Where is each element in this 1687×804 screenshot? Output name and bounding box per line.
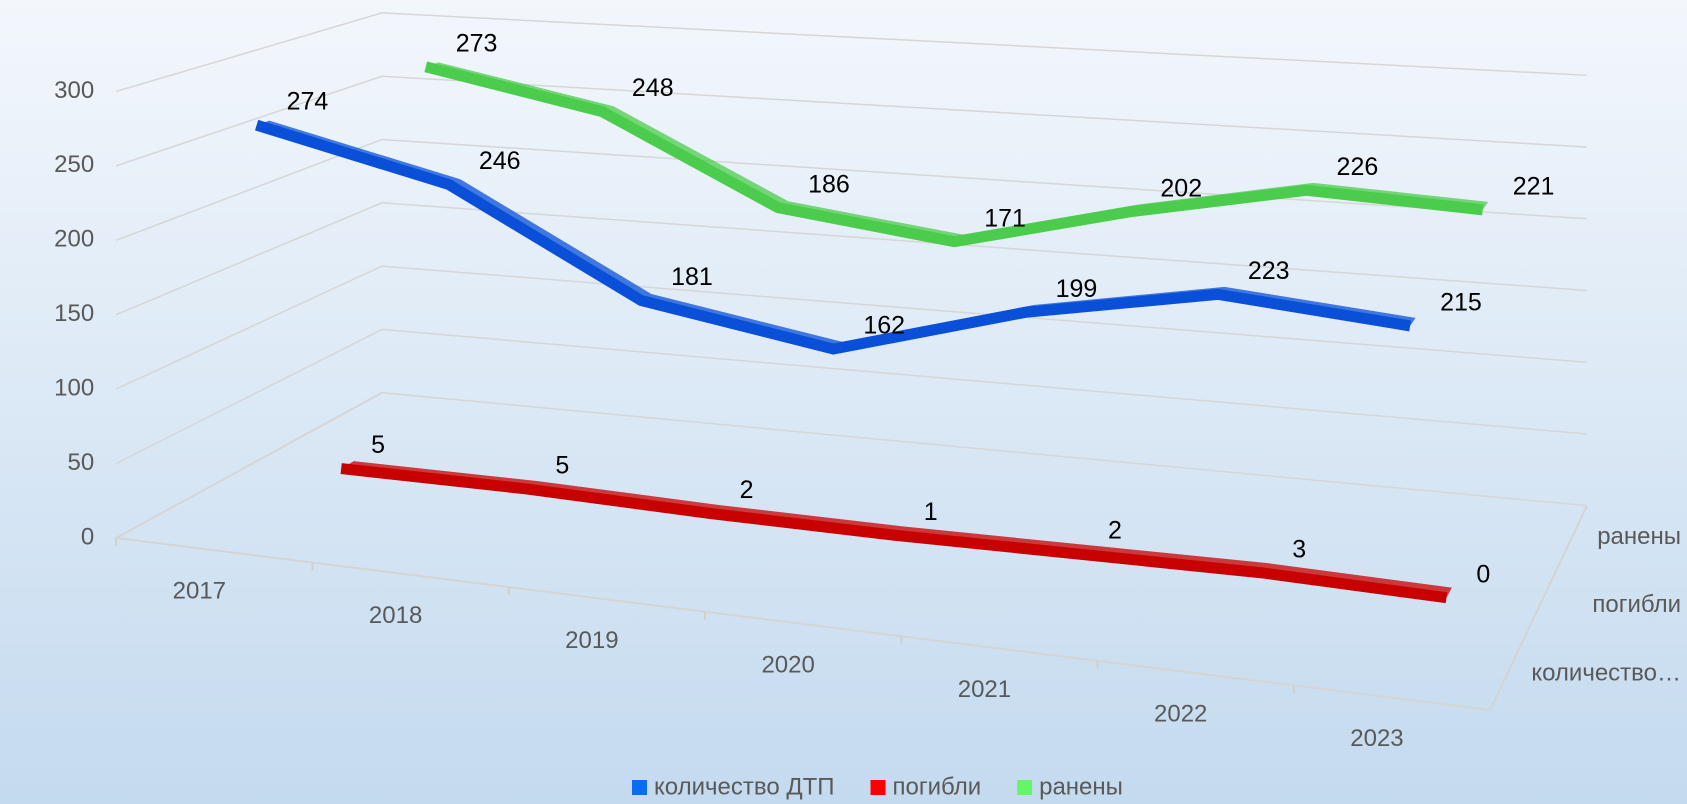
data-label: 273	[456, 29, 498, 57]
legend-label: погибли	[893, 773, 982, 800]
line	[424, 61, 1484, 248]
data-label: 181	[671, 263, 713, 291]
line	[254, 119, 1412, 355]
data-label: 186	[808, 170, 850, 198]
y-tick-label: 250	[54, 151, 94, 178]
data-label: 5	[555, 451, 569, 479]
legend-label: количество ДТП	[654, 773, 835, 800]
y-tick-label: 300	[54, 77, 94, 104]
x-tick-label: 2023	[1350, 725, 1403, 752]
x-tick-label: 2020	[761, 651, 814, 678]
data-label: 199	[1056, 275, 1098, 303]
data-label: 223	[1248, 257, 1290, 285]
x-tick-label: 2022	[1154, 701, 1207, 728]
data-label: 1	[924, 498, 938, 526]
grid-line	[115, 328, 1588, 465]
grid-line	[115, 202, 1587, 316]
legend-label: ранены	[1039, 773, 1123, 800]
data-label: 2	[740, 476, 754, 504]
y-tick-label: 100	[54, 374, 94, 401]
y-tick-label: 50	[67, 449, 94, 476]
ribbon-top	[256, 120, 1416, 350]
depth-label: погибли	[1592, 591, 1681, 618]
data-label: 248	[632, 74, 674, 102]
grid-line	[115, 12, 1587, 93]
grid-line	[115, 265, 1588, 390]
depth-label: ранены	[1597, 523, 1681, 550]
data-label: 274	[287, 88, 329, 116]
data-label: 226	[1337, 153, 1379, 181]
x-tick-label: 2019	[565, 627, 618, 654]
y-tick-label: 0	[81, 523, 94, 550]
ribbon-top	[425, 62, 1489, 242]
data-label: 221	[1513, 172, 1555, 200]
data-label: 3	[1292, 535, 1306, 563]
legend-swatch	[1017, 780, 1033, 795]
legend: количество ДТП погибли ранены	[632, 773, 1123, 800]
data-label: 202	[1160, 174, 1202, 202]
legend-swatch	[632, 780, 647, 795]
data-label: 5	[371, 431, 385, 459]
x-tick-label: 2017	[173, 578, 226, 605]
data-label: 171	[984, 204, 1026, 232]
data-label: 0	[1476, 560, 1490, 588]
grid-line	[115, 138, 1587, 241]
y-tick-label: 150	[54, 300, 94, 327]
data-label: 162	[863, 312, 905, 340]
grid-line	[115, 391, 1588, 539]
depth-label: количество…	[1531, 659, 1681, 686]
data-label: 246	[479, 147, 521, 175]
data-label: 215	[1440, 289, 1482, 317]
x-tick-label: 2021	[958, 676, 1011, 703]
x-tick-label: 2018	[369, 602, 422, 629]
grid-line	[115, 75, 1587, 167]
y-tick-label: 200	[54, 226, 94, 253]
floor-edge	[113, 391, 1588, 712]
data-label: 2	[1108, 517, 1122, 545]
line	[340, 463, 1448, 604]
legend-swatch	[870, 780, 886, 795]
